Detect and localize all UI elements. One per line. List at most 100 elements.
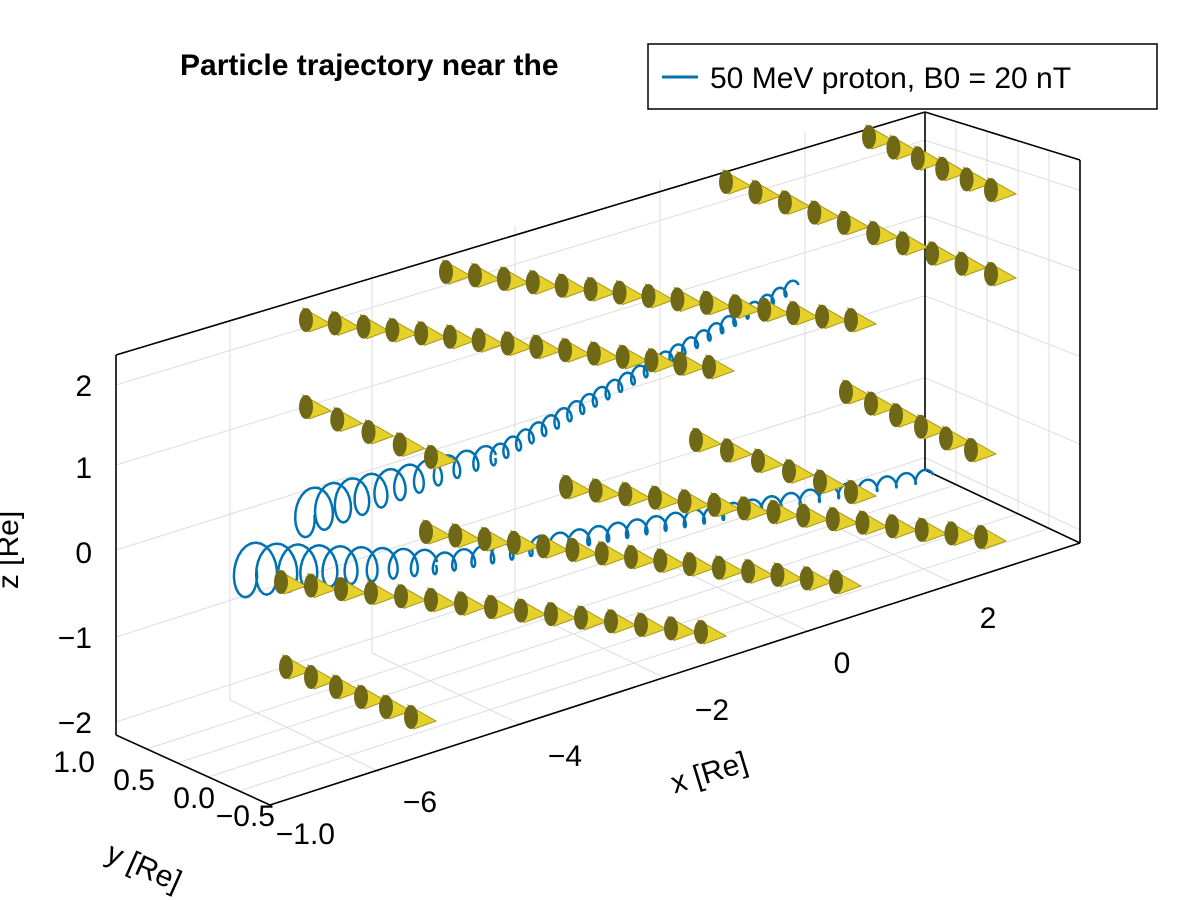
cone-base: [536, 534, 551, 559]
field-cone-icon: [770, 561, 804, 588]
cone-base: [682, 552, 697, 577]
x-tick-label: 2: [980, 602, 997, 635]
cone-base: [558, 338, 573, 363]
field-cone-icon: [419, 518, 453, 545]
cone-base: [664, 616, 678, 641]
z-tick-label: 2: [75, 370, 92, 403]
axis-box: [115, 111, 1081, 806]
field-cone-icon: [588, 477, 622, 504]
field-cone-icon: [720, 437, 754, 464]
cone-base: [424, 445, 438, 469]
cone-base: [304, 573, 318, 598]
cone-base: [910, 146, 925, 171]
field-cone-icon: [914, 413, 948, 440]
field-cone-icon: [514, 597, 548, 624]
cone-base: [588, 478, 603, 503]
field-cone-icon: [525, 269, 559, 295]
field-cone-icon: [641, 282, 675, 309]
cone-base: [673, 351, 688, 376]
cone-base: [935, 156, 950, 181]
z-tick-label: 1: [75, 452, 92, 485]
cone-base: [862, 125, 876, 149]
cone-base: [624, 545, 638, 569]
field-cone-icon: [885, 513, 919, 539]
field-cone-icon: [664, 615, 698, 642]
z-axis-label: z [Re]: [0, 511, 25, 589]
gridline-z: [924, 295, 1081, 358]
gridline-z: [115, 139, 926, 386]
x-tick-label: −2: [695, 694, 729, 727]
field-cone-icon: [741, 558, 775, 584]
cone-base: [641, 284, 656, 308]
cone-base: [885, 514, 900, 539]
cone-base: [889, 403, 903, 428]
cone-base: [404, 705, 418, 729]
field-cone-icon: [682, 551, 716, 577]
field-cone-icon: [329, 673, 363, 700]
cone-base: [361, 420, 376, 444]
cone-base: [886, 135, 901, 160]
field-cone-icon: [673, 350, 707, 377]
field-cone-icon: [777, 189, 812, 216]
field-cone-icon: [467, 262, 502, 289]
cone-base: [612, 280, 627, 305]
legend-entry-label: 50 MeV proton, B0 = 20 nT: [710, 62, 1071, 95]
field-cone-icon: [748, 179, 782, 205]
field-cone-icon: [677, 488, 711, 514]
cone-base: [615, 344, 630, 369]
field-cone-icon: [448, 522, 482, 549]
cone-base: [647, 485, 662, 510]
cone-base: [304, 665, 318, 689]
field-cone-icon: [728, 293, 762, 319]
cone-base: [741, 559, 756, 584]
cone-base: [944, 521, 959, 546]
cone-base: [757, 297, 772, 322]
cone-base: [484, 595, 498, 619]
cone-base: [829, 570, 843, 594]
field-cone-icon: [699, 289, 733, 316]
field-cone-icon: [624, 543, 658, 570]
field-cone-icon: [634, 611, 668, 638]
field-cone-icon: [615, 343, 649, 370]
cone-base: [954, 251, 969, 276]
cone-base: [736, 496, 751, 521]
field-cone-icon: [694, 618, 728, 645]
cone-base: [813, 469, 827, 494]
field-cone-icon: [799, 565, 833, 592]
cone-base: [699, 290, 714, 315]
z-tick-label: −2: [58, 707, 92, 740]
cone-base: [394, 584, 408, 609]
field-cone-icon: [782, 458, 816, 484]
cone-base: [653, 548, 668, 573]
field-cone-icon: [866, 220, 900, 246]
cone-base: [855, 510, 870, 535]
cone-base: [925, 241, 940, 266]
field-cone-icon: [299, 306, 333, 333]
field-cone-icon: [392, 431, 426, 458]
field-cone-icon: [583, 276, 617, 302]
y-tick-label: −0.5: [216, 800, 275, 833]
field-cone-icon: [914, 516, 948, 543]
cone-base: [496, 266, 511, 291]
field-cone-icon: [471, 327, 505, 353]
cone-base: [799, 566, 814, 591]
cone-base: [279, 655, 293, 679]
x-ticks: −6 −4 −2 0 2: [403, 602, 996, 819]
field-cone-icon: [334, 576, 368, 602]
field-cone-icon: [565, 536, 599, 563]
cone-base: [586, 341, 601, 366]
cone-base: [506, 530, 521, 555]
cone-base: [327, 311, 342, 336]
cone-base: [559, 475, 573, 499]
field-cone-icon: [939, 425, 973, 452]
cone-base: [702, 355, 716, 379]
y-tick-label: 0.0: [173, 782, 215, 815]
field-cone-icon: [394, 583, 428, 609]
field-cone-icon: [815, 303, 849, 330]
field-cone-icon: [855, 509, 889, 536]
gridline-x: [229, 699, 381, 773]
cone-base: [974, 525, 988, 549]
trajectory-line: [293, 444, 498, 539]
cone-base: [274, 570, 288, 594]
cone-base: [500, 331, 515, 356]
